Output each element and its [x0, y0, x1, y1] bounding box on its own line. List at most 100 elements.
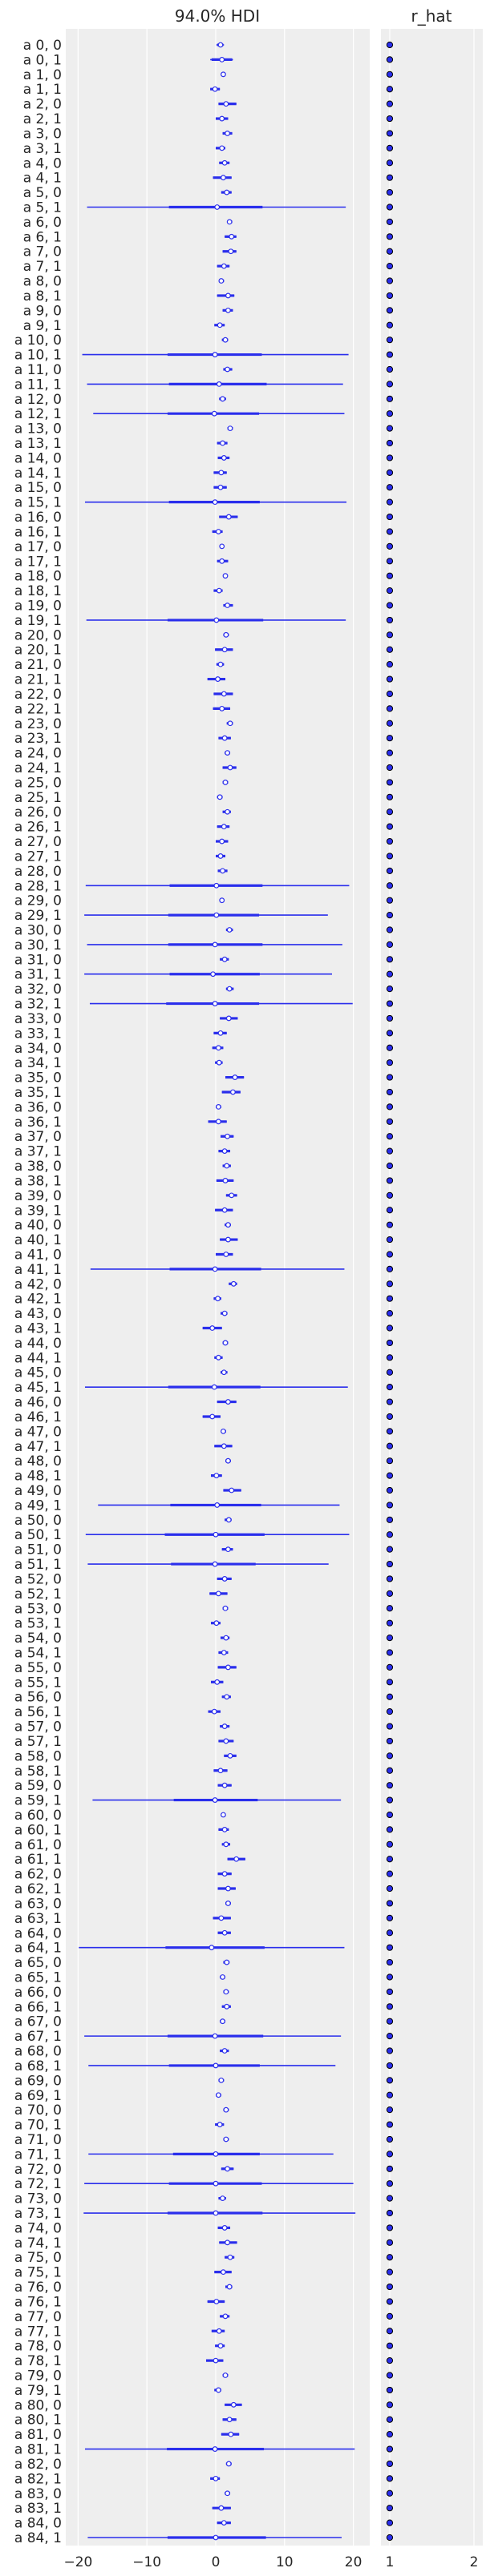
mean-marker: [213, 2299, 220, 2304]
mean-marker: [225, 1457, 231, 1464]
row-label: a 18, 1: [14, 583, 62, 599]
forest-row: [219, 897, 225, 904]
hdi-xtick-label: 10: [276, 2554, 294, 2570]
mean-marker: [221, 691, 227, 697]
rhat-marker: [386, 1384, 394, 1391]
forest-row: [225, 2254, 235, 2260]
rhat-marker: [386, 956, 394, 963]
rhat-marker: [386, 469, 394, 476]
row-label: a 35, 0: [14, 1070, 62, 1086]
rhat-marker: [386, 2519, 394, 2526]
mean-marker: [213, 2151, 219, 2157]
rhat-marker: [386, 159, 394, 167]
mean-marker: [213, 617, 220, 623]
rhat-marker: [386, 2091, 394, 2098]
mean-marker: [225, 1517, 232, 1523]
forest-row: [210, 86, 221, 92]
mean-marker: [221, 2225, 228, 2231]
forest-row: [221, 2431, 240, 2437]
row-label: a 71, 0: [14, 2132, 62, 2148]
forest-row: [217, 1929, 231, 1936]
rhat-marker: [386, 263, 394, 270]
hdi-xtick-label: 20: [345, 2554, 362, 2570]
rhat-marker: [386, 1369, 394, 1376]
rhat-marker: [386, 675, 394, 683]
row-label: a 3, 0: [23, 126, 62, 142]
rhat-marker: [386, 2151, 394, 2158]
mean-marker: [217, 42, 224, 48]
mean-marker: [216, 587, 222, 594]
row-label: a 5, 1: [23, 200, 62, 216]
row-label: a 30, 1: [14, 937, 62, 953]
rhat-marker: [386, 2328, 394, 2335]
forest-row: [220, 1974, 226, 1980]
forest-row: [213, 705, 231, 712]
forest-row: [216, 115, 229, 122]
forest-row: [211, 2328, 225, 2334]
row-label: a 6, 1: [23, 229, 62, 245]
mean-marker: [226, 2417, 233, 2423]
forest-row: [207, 676, 226, 682]
forest-row: [213, 175, 232, 181]
row-label: a 77, 0: [14, 2309, 62, 2325]
rhat-marker: [386, 1590, 394, 1597]
rhat-marker: [386, 631, 394, 639]
mean-marker: [225, 307, 231, 313]
row-label: a 10, 0: [14, 333, 62, 349]
mean-marker: [213, 912, 220, 918]
rhat-marker: [386, 2283, 394, 2291]
forest-row: [219, 396, 226, 402]
mean-marker: [221, 1929, 228, 1936]
mean-marker: [212, 2033, 218, 2039]
mean-marker: [226, 219, 233, 225]
forest-row: [213, 484, 227, 490]
forest-row: [221, 337, 229, 343]
forest-row: [218, 2077, 225, 2083]
mean-marker: [216, 2387, 221, 2393]
rhat-marker: [386, 1044, 394, 1051]
mean-marker: [221, 1428, 226, 1434]
row-label: a 36, 1: [14, 1115, 62, 1131]
row-label: a 69, 1: [14, 2088, 62, 2104]
mean-marker: [213, 1620, 220, 1627]
rhat-marker: [386, 439, 394, 447]
forest-row: [225, 2490, 231, 2497]
row-label: a 31, 0: [14, 952, 62, 968]
row-label: a 76, 0: [14, 2280, 62, 2296]
row-label: a 24, 1: [14, 760, 62, 776]
mean-marker: [224, 1694, 230, 1700]
mean-marker: [222, 1605, 229, 1611]
forest-row: [218, 278, 225, 284]
row-label: a 82, 1: [14, 2471, 62, 2487]
forest-row: [87, 1561, 329, 1567]
mean-marker: [221, 1310, 228, 1316]
mean-marker: [209, 1325, 216, 1331]
rhat-marker: [386, 1413, 394, 1421]
mean-marker: [213, 882, 220, 889]
rhat-marker: [386, 1074, 394, 1081]
rhat-marker: [386, 1251, 394, 1258]
mean-marker: [227, 1752, 233, 1759]
row-label: a 36, 0: [14, 1099, 62, 1115]
rhat-marker: [386, 1442, 394, 1449]
forest-row: [225, 986, 234, 992]
forest-row: [225, 927, 233, 933]
rhat-panel: [381, 29, 483, 2546]
mean-marker: [221, 1207, 228, 1213]
mean-marker: [221, 647, 228, 653]
rhat-marker: [386, 1958, 394, 1966]
mean-marker: [219, 705, 225, 712]
row-label: a 34, 1: [14, 1055, 62, 1071]
forest-row: [216, 661, 225, 667]
forest-row: [221, 1133, 234, 1139]
row-label: a 15, 1: [14, 495, 62, 511]
row-label: a 43, 0: [14, 1306, 62, 1322]
rhat-marker: [386, 130, 394, 137]
rhat-marker: [386, 572, 394, 579]
rhat-marker: [386, 735, 394, 742]
rhat-marker: [386, 646, 394, 653]
forest-row: [87, 2534, 342, 2541]
forest-row: [217, 2225, 231, 2231]
rhat-marker: [386, 1236, 394, 1244]
mean-marker: [213, 1473, 220, 1479]
